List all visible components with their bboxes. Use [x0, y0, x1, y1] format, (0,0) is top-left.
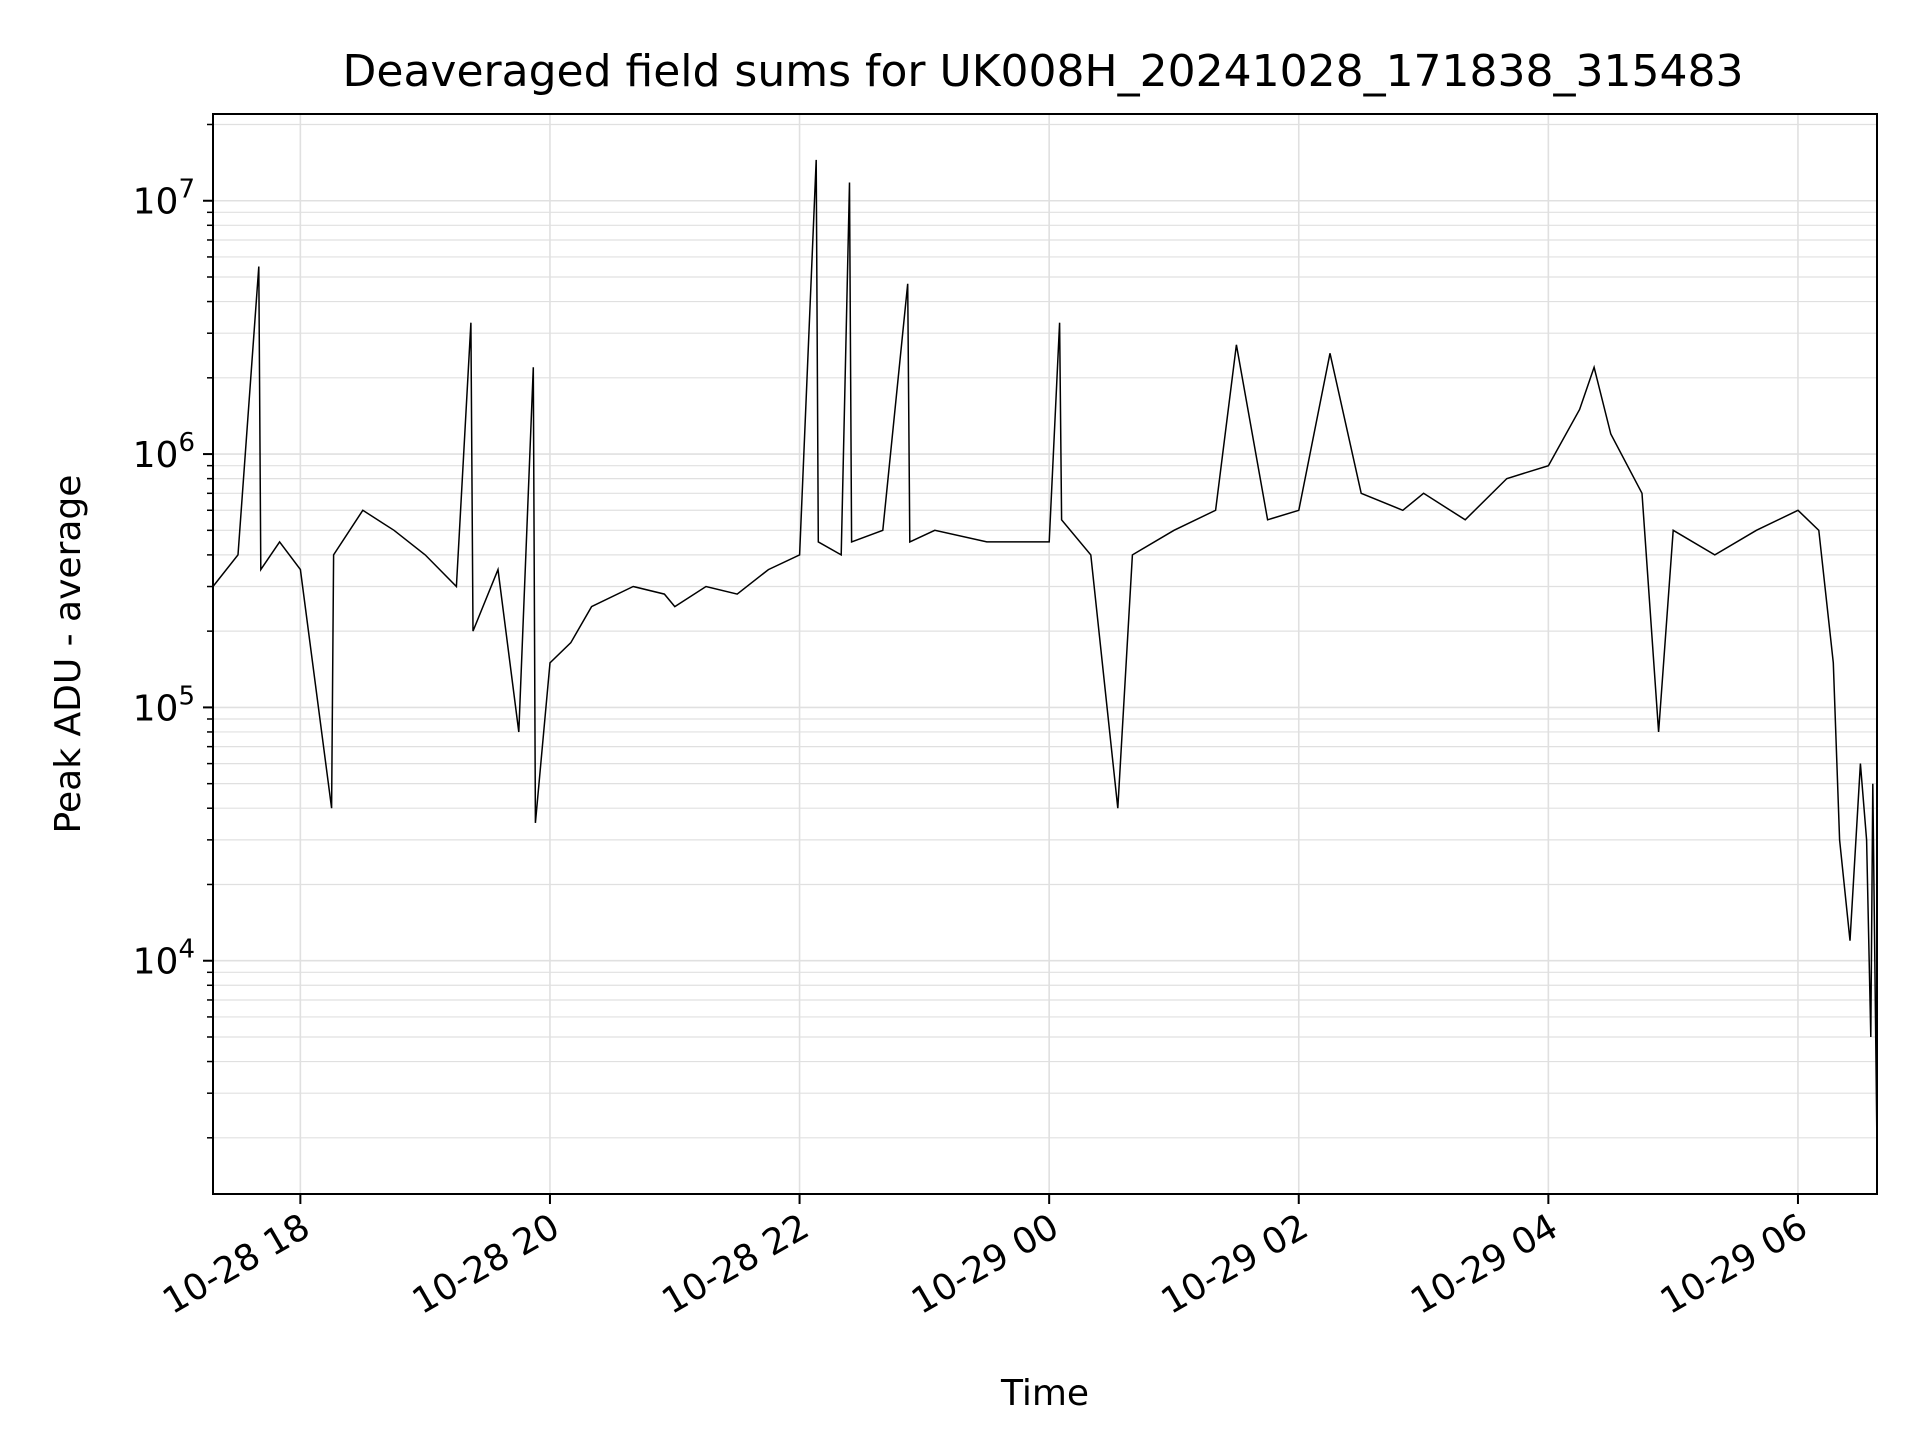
series-line: [212, 159, 1878, 1150]
y-axis-label: Peak ADU - average: [48, 475, 89, 834]
y-tick-label: 105: [133, 681, 195, 729]
grid: [213, 114, 1877, 1194]
plot-area-frame: [212, 113, 1878, 1195]
y-axis: 104 105 106 107: [133, 123, 213, 1139]
y-tick-label: 104: [133, 935, 195, 983]
series-line-group: [212, 159, 1878, 1150]
y-tick-label: 107: [133, 175, 195, 223]
chart-title: Deaveraged field sums for UK008H_2024102…: [343, 46, 1744, 97]
y-tick-label: 106: [133, 428, 195, 476]
x-axis-label: Time: [1000, 1373, 1089, 1414]
